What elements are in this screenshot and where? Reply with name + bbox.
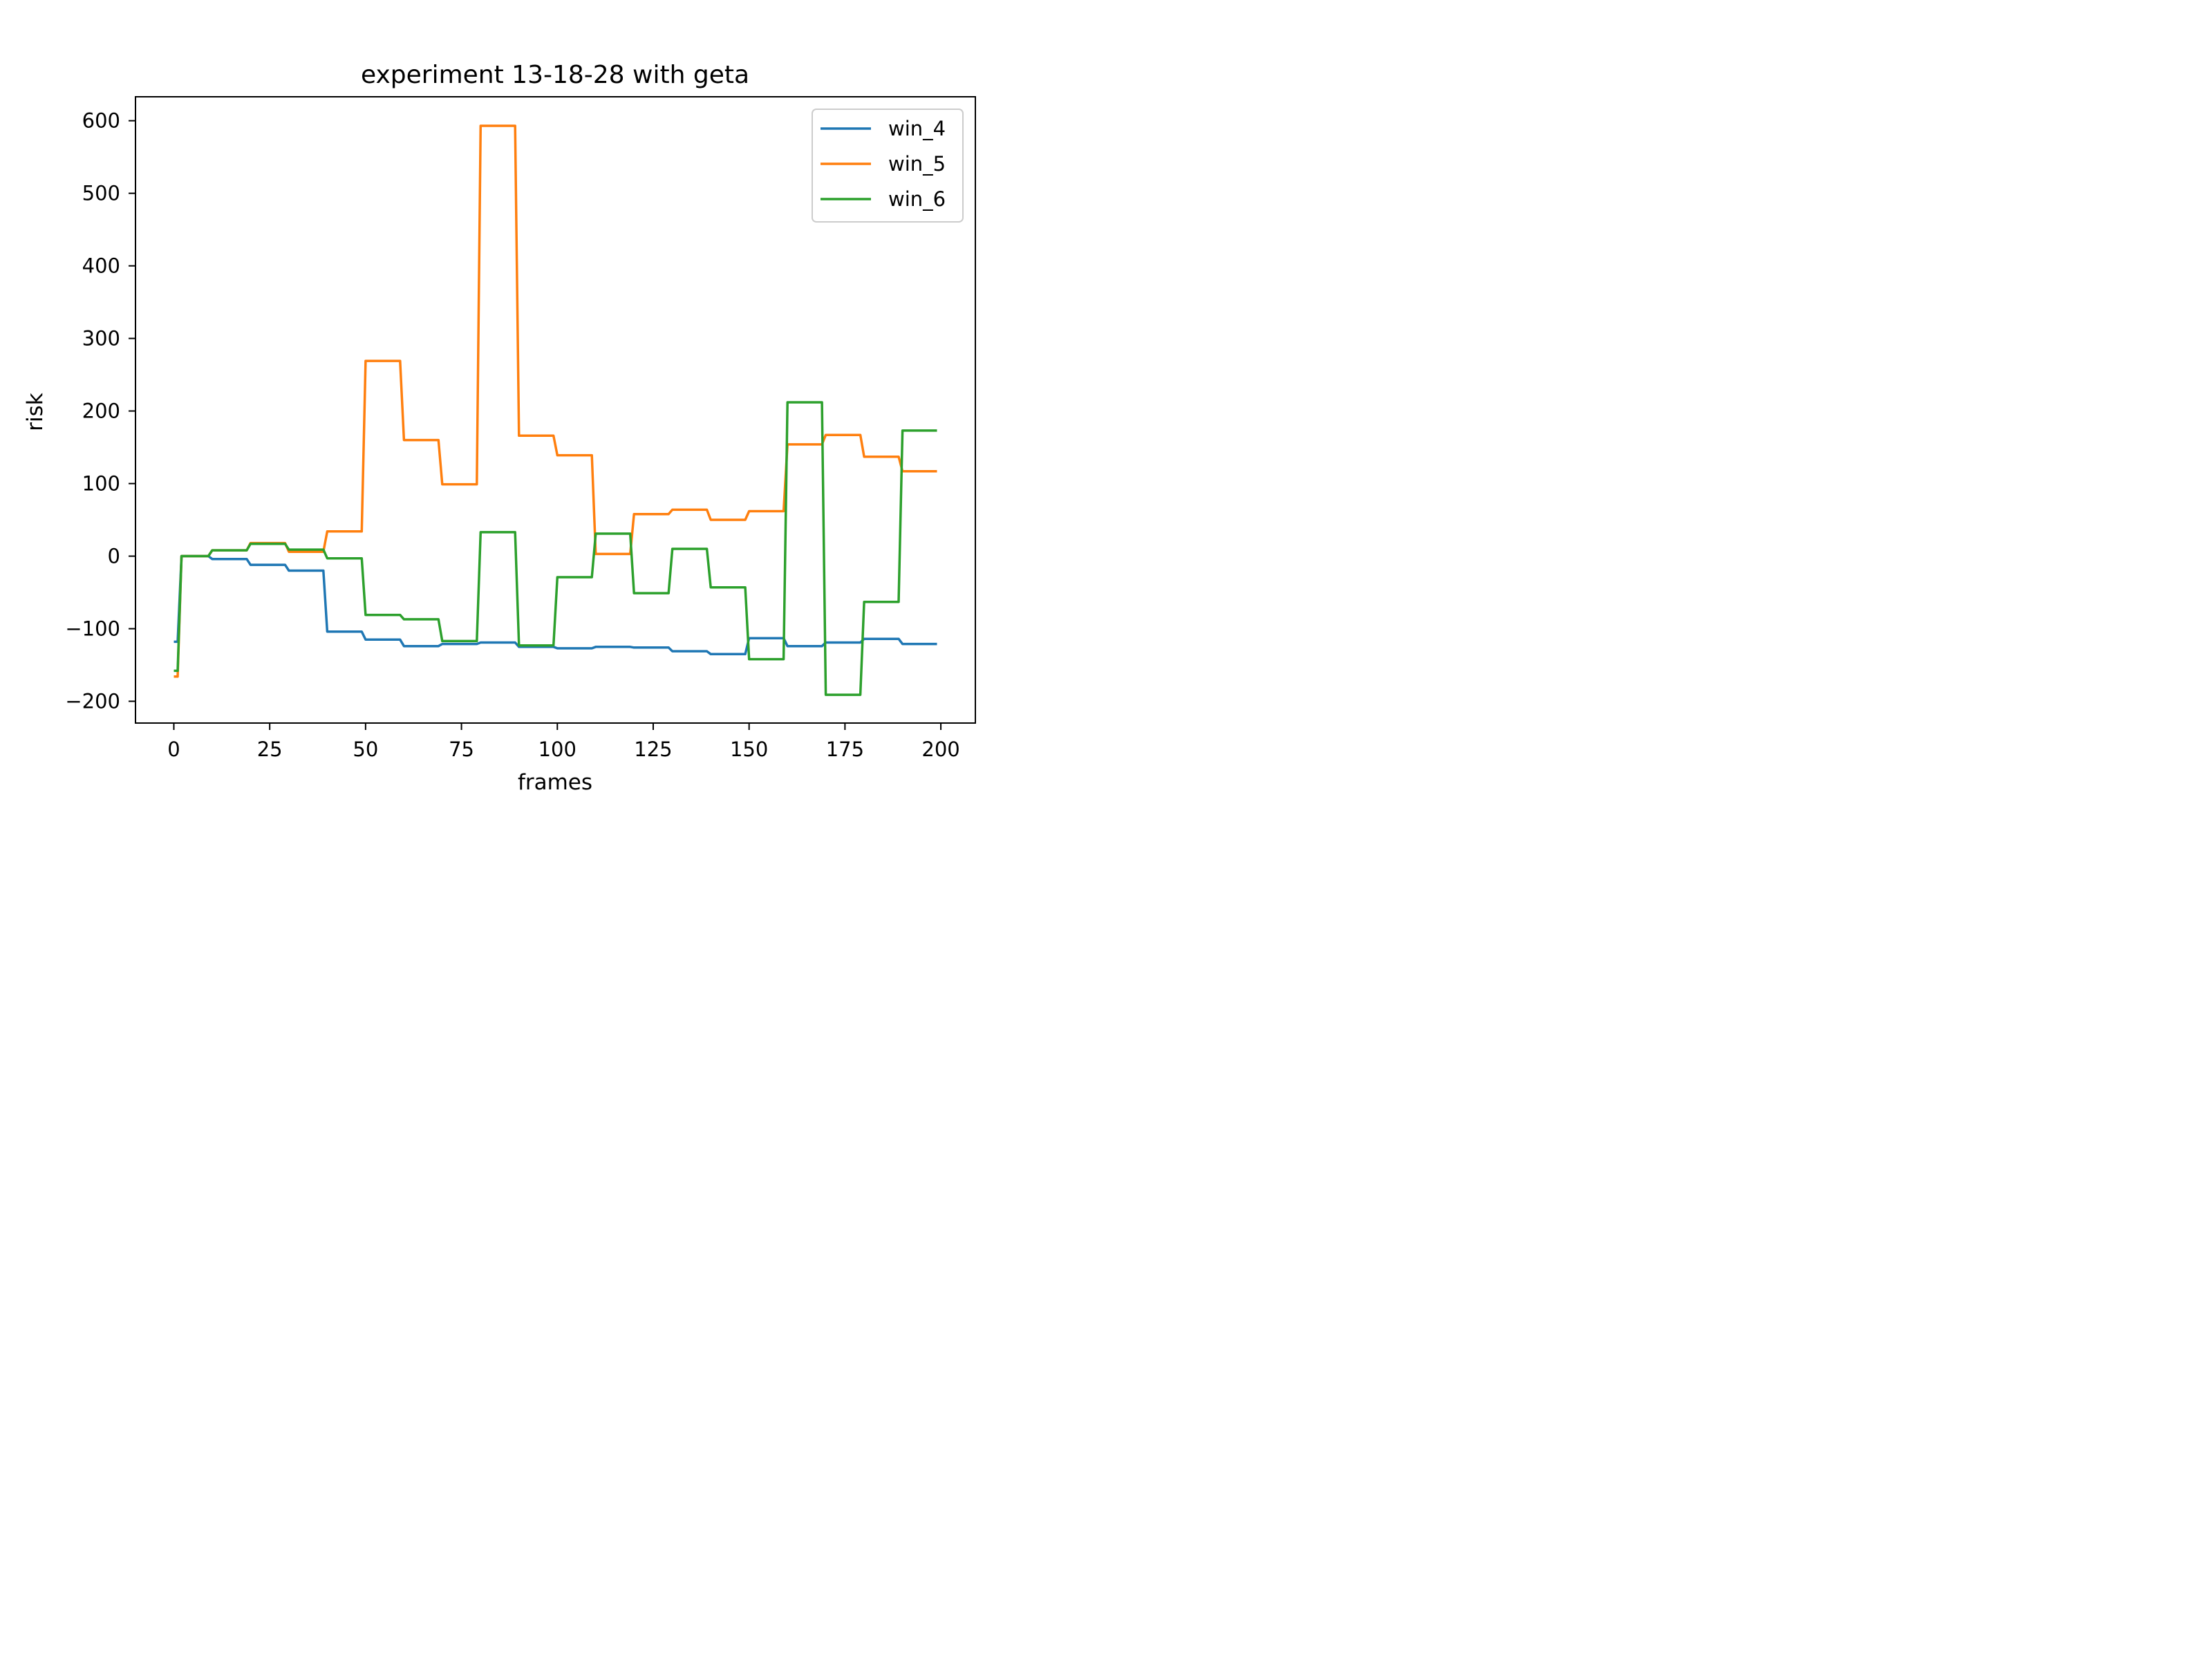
y-tick-label: 0 <box>108 545 120 568</box>
x-tick-label: 0 <box>167 738 180 761</box>
line-chart: experiment 13-18-28 with geta 0 25 50 75 100… <box>23 61 976 795</box>
x-axis-label: frames <box>518 770 592 795</box>
x-tick-label: 100 <box>538 738 577 761</box>
chart-title: experiment 13-18-28 with geta <box>361 61 749 89</box>
y-axis: −200 −100 0 100 200 300 400 500 600 <box>65 109 135 713</box>
x-tick-label: 50 <box>353 738 378 761</box>
x-axis: 0 25 50 75 100 125 150 175 200 <box>167 723 960 761</box>
legend-label: win_6 <box>888 187 946 211</box>
legend: win_4 win_5 win_6 <box>812 109 964 223</box>
x-tick-label: 25 <box>257 738 283 761</box>
legend-box <box>812 109 964 223</box>
series-line-win-6 <box>174 401 937 696</box>
y-tick-label: 600 <box>82 109 120 133</box>
series-layer <box>174 124 937 696</box>
x-tick-label: 75 <box>449 738 474 761</box>
x-tick-label: 150 <box>730 738 768 761</box>
series-line-win-4 <box>174 554 937 656</box>
y-tick-label: 200 <box>82 400 120 423</box>
y-tick-label: 400 <box>82 254 120 278</box>
legend-label: win_5 <box>888 152 946 176</box>
y-tick-label: 300 <box>82 327 120 350</box>
y-tick-label: 500 <box>82 182 120 205</box>
y-tick-label: 100 <box>82 472 120 496</box>
y-axis-label: risk <box>23 393 48 431</box>
y-tick-label: −100 <box>65 617 120 641</box>
x-tick-label: 200 <box>921 738 959 761</box>
y-tick-label: −200 <box>65 690 120 713</box>
x-tick-label: 175 <box>826 738 864 761</box>
legend-label: win_4 <box>888 117 946 140</box>
plot-frame <box>135 96 976 724</box>
x-tick-label: 125 <box>634 738 672 761</box>
